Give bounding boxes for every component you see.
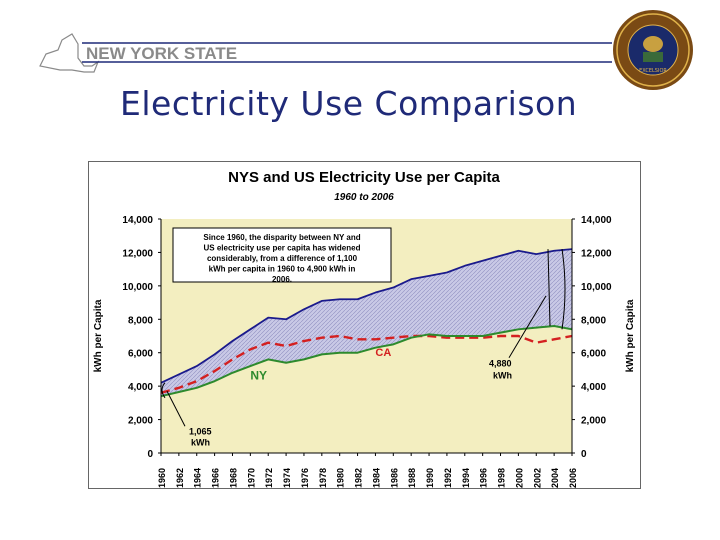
y-tick-label-left: 4,000 xyxy=(128,382,153,393)
x-tick-label: 1974 xyxy=(282,468,292,488)
y-tick-label-left: 8,000 xyxy=(128,315,153,326)
nys-outline-icon xyxy=(39,33,100,73)
seal-motto: EXCELSIOR xyxy=(639,68,667,74)
y-tick-label-right: 6,000 xyxy=(581,349,606,360)
series-line-ca xyxy=(160,334,573,394)
line-chart: NYS and US Electricity Use per Capita 196… xyxy=(93,169,636,488)
annotation-line: 2006. xyxy=(272,275,292,284)
x-tick-label: 1984 xyxy=(371,468,381,488)
y-axis-label-right: kWh per Capita xyxy=(625,299,636,372)
callout-leader-1960 xyxy=(166,390,186,427)
state-seal-icon: EXCELSIOR xyxy=(613,10,693,90)
y-tick-label-left: 2,000 xyxy=(128,416,153,427)
y-tick-label-right: 4,000 xyxy=(581,382,606,393)
series-line-us xyxy=(160,248,573,384)
callout-1960-value: 1,065 xyxy=(189,426,212,436)
x-tick-label: 1960 xyxy=(157,468,167,488)
series-line-ny xyxy=(160,324,573,398)
us-ny-gap-band xyxy=(161,249,572,397)
slide-title: Electricity Use Comparison xyxy=(120,84,578,123)
chart-title: NYS and US Electricity Use per Capita xyxy=(228,169,500,186)
x-tick-label: 1972 xyxy=(264,468,274,488)
x-tick-label: 2000 xyxy=(514,468,524,488)
x-tick-label: 1966 xyxy=(211,468,221,488)
x-tick-label: 1998 xyxy=(497,468,507,488)
bracket-1960 xyxy=(161,382,166,399)
x-tick-label: 1970 xyxy=(246,468,256,488)
x-tick-label: 1976 xyxy=(300,468,310,488)
chart-frame: NYS and US Electricity Use per Capita 196… xyxy=(88,161,641,489)
y-tick-label-right: 8,000 xyxy=(581,315,606,326)
x-tick-label: 1996 xyxy=(479,468,489,488)
y-tick-label-left: 0 xyxy=(147,449,153,460)
x-tick-label: 1978 xyxy=(318,468,328,488)
bracket-2006-left xyxy=(547,249,551,326)
x-tick-label: 2002 xyxy=(532,468,542,488)
y-tick-label-right: 14,000 xyxy=(581,215,612,226)
y-tick-label-left: 6,000 xyxy=(128,349,153,360)
x-tick-label: 1994 xyxy=(461,468,471,488)
y-tick-label-left: 10,000 xyxy=(122,282,153,293)
callout-1960-unit: kWh xyxy=(191,437,210,447)
x-tick-label: 1992 xyxy=(443,468,453,488)
x-tick-label: 1962 xyxy=(175,468,185,488)
annotation-line: kWh per capita in 1960 to 4,900 kWh in xyxy=(209,265,356,274)
x-tick-label: 2004 xyxy=(550,468,560,488)
x-tick-label: 1964 xyxy=(193,468,203,488)
annotation-line: considerably, from a difference of 1,100 xyxy=(207,254,358,263)
x-tick-label: 2006 xyxy=(568,468,578,488)
header-graphic: NEW YORK STATE EXCELSIOR xyxy=(39,10,693,90)
y-tick-label-right: 2,000 xyxy=(581,416,606,427)
x-tick-label: 1986 xyxy=(389,468,399,488)
x-tick-label: 1982 xyxy=(354,468,364,488)
callout-2006-value: 4,880 xyxy=(489,359,512,369)
x-tick-label: 1968 xyxy=(228,468,238,488)
agency-name: NEW YORK STATE xyxy=(86,44,237,63)
y-tick-label-right: 12,000 xyxy=(581,248,612,259)
header: NEW YORK STATE EXCELSIOR xyxy=(0,0,720,95)
x-tick-label: 1988 xyxy=(407,468,417,488)
callout-leader-2006 xyxy=(508,295,547,358)
annotation-box xyxy=(172,227,392,283)
x-tick-label: 1990 xyxy=(425,468,435,488)
y-tick-label-left: 12,000 xyxy=(122,248,153,259)
y-tick-label-left: 14,000 xyxy=(122,215,153,226)
bracket-2006 xyxy=(561,249,566,330)
callout-2006-unit: kWh xyxy=(493,371,512,381)
annotation-line: Since 1960, the disparity between NY and xyxy=(203,233,360,242)
x-tick-label: 1980 xyxy=(336,468,346,488)
annotation-line: US electricity use per capita has widene… xyxy=(204,244,361,253)
series-label-ca: CA xyxy=(375,347,391,359)
y-axis-label-left: kWh per Capita xyxy=(93,299,104,372)
chart-subtitle: 1960 to 2006 xyxy=(334,192,394,203)
series-label-ny: NY xyxy=(250,368,267,382)
y-tick-label-right: 0 xyxy=(581,449,587,460)
y-tick-label-right: 10,000 xyxy=(581,282,612,293)
